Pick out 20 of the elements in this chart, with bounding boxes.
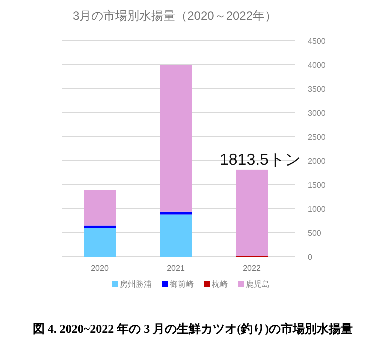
caption: 図 4. 2020~2022 年の 3 月の生鮮カツオ(釣り)の市場別水揚量: [32, 322, 354, 336]
x-tick-label: 2021: [167, 264, 186, 273]
y-tick-label: 3500: [308, 85, 326, 94]
legend-label: 御前崎: [170, 280, 194, 289]
legend-label: 房州勝浦: [120, 280, 152, 289]
legend-label: 鹿児島: [246, 280, 270, 289]
y-tick-label: 2500: [308, 133, 326, 142]
chart-title: 3月の市場別水揚量（2020～2022年）: [72, 9, 278, 23]
y-tick-label: 1000: [308, 205, 326, 214]
x-tick-label: 2022: [243, 264, 262, 273]
annotation: 1813.5トン: [220, 152, 301, 169]
y-tick-label: 1500: [308, 181, 326, 190]
y-tick-label: 3000: [308, 109, 326, 118]
y-tick-label: 500: [308, 229, 322, 238]
x-tick-label: 2020: [91, 264, 110, 273]
y-tick-label: 0: [308, 253, 313, 262]
y-tick-label: 4500: [308, 37, 326, 46]
y-tick-label: 2000: [308, 157, 326, 166]
legend-label: 枕崎: [211, 280, 228, 289]
y-tick-label: 4000: [308, 61, 326, 70]
